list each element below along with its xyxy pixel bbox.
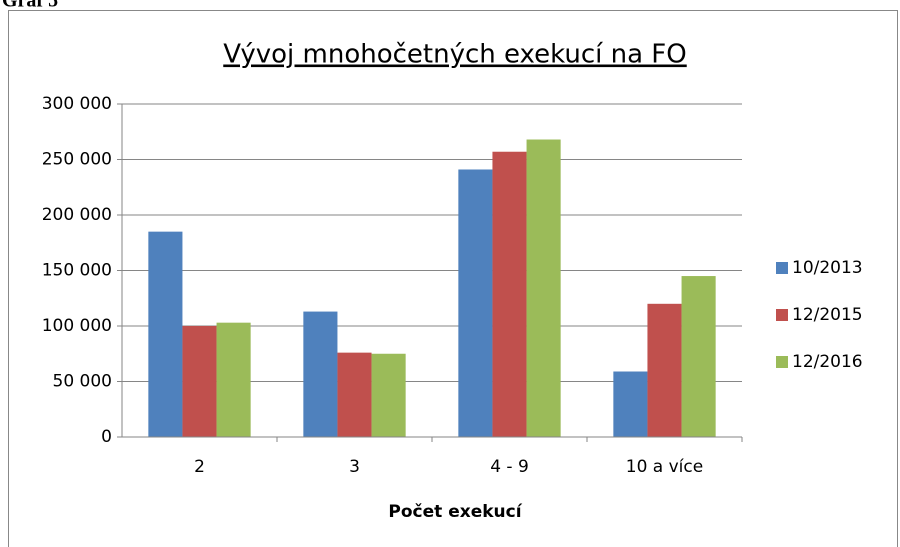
chart-title: Vývoj mnohočetných exekucí na FO <box>223 40 686 70</box>
y-tick-label: 50 000 <box>53 372 112 392</box>
y-tick-label: 0 <box>101 427 112 447</box>
y-tick-label: 200 000 <box>42 205 112 225</box>
x-axis-title: Počet exekucí <box>388 502 522 522</box>
bar <box>182 326 217 437</box>
bar <box>492 151 527 438</box>
legend-label: 12/2015 <box>792 305 863 325</box>
bar <box>647 303 682 437</box>
y-tick-label: 150 000 <box>42 261 112 281</box>
chart-frame <box>8 10 898 547</box>
x-tick-label: 2 <box>194 457 205 477</box>
bar <box>371 353 406 437</box>
bar <box>458 169 493 438</box>
x-tick-label: 10 a více <box>626 457 703 477</box>
x-tick-label: 3 <box>349 457 360 477</box>
y-tick-label: 300 000 <box>42 94 112 114</box>
bar <box>148 231 183 437</box>
bar <box>526 139 561 437</box>
x-tick-label: 4 - 9 <box>490 457 529 477</box>
bar <box>303 311 338 437</box>
legend-swatch <box>776 309 788 321</box>
bar <box>337 352 372 437</box>
y-tick-label: 100 000 <box>42 316 112 336</box>
legend-label: 10/2013 <box>792 258 863 278</box>
bar <box>216 322 251 437</box>
y-tick-label: 250 000 <box>42 150 112 170</box>
legend-swatch <box>776 262 788 274</box>
bar <box>613 371 648 437</box>
legend-label: 12/2016 <box>792 352 863 372</box>
bar <box>681 276 716 437</box>
legend-swatch <box>776 356 788 368</box>
caption: Graf 5 <box>2 0 58 12</box>
